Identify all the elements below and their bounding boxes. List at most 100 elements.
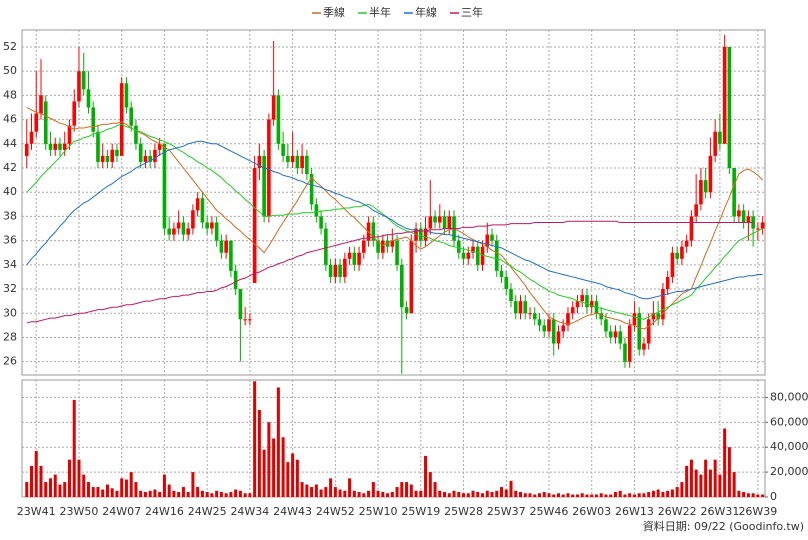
candle-body	[428, 216, 433, 229]
volume-bar	[262, 449, 266, 497]
volume-bar	[39, 465, 43, 497]
volume-bar	[248, 493, 252, 497]
volume-bar	[756, 494, 760, 497]
candle-body	[186, 228, 190, 235]
x-tick-label: 24W07	[102, 505, 141, 518]
volume-bar	[205, 492, 209, 497]
volume-bar	[371, 482, 375, 497]
candle-body	[708, 155, 713, 193]
volume-bar	[599, 493, 603, 497]
x-tick-label: 25W37	[487, 505, 526, 518]
candle-body	[756, 228, 760, 230]
candle-body	[456, 240, 461, 253]
candle-body	[295, 155, 300, 168]
legend-label: 三年	[461, 5, 483, 19]
volume-bar	[181, 487, 185, 497]
volume-bar	[556, 493, 560, 497]
candle-body	[547, 319, 551, 332]
candle-body	[195, 198, 200, 211]
volume-bar	[148, 490, 152, 497]
candle-body	[475, 246, 480, 265]
candle-body	[214, 222, 219, 241]
volume-bar	[143, 492, 147, 497]
volume-bar	[604, 494, 608, 497]
volume-bar	[514, 490, 518, 497]
x-tick-label: 23W50	[60, 505, 99, 518]
candle-body	[732, 168, 736, 217]
candle-body	[58, 143, 62, 150]
volume-bar	[447, 493, 451, 497]
candle-body	[148, 155, 152, 162]
volume-bar	[481, 493, 485, 497]
candle-body	[741, 210, 746, 223]
candle-body	[124, 83, 129, 108]
x-tick-label: 25W28	[444, 505, 483, 518]
candle-body	[727, 46, 732, 168]
volume-bar	[414, 490, 418, 497]
volume-bar	[191, 472, 195, 497]
x-tick-label: 24W34	[230, 505, 269, 518]
volume-bar	[105, 484, 109, 497]
candle-body	[290, 155, 295, 162]
volume-bar	[651, 490, 655, 497]
volume-bar	[110, 488, 114, 497]
volume-bar	[381, 492, 385, 497]
volume-bar	[452, 490, 456, 497]
y2-tick-label: 80,000	[770, 390, 808, 403]
volume-bar	[628, 493, 632, 497]
candle-body	[613, 331, 618, 338]
volume-bar	[343, 490, 347, 497]
volume-bar	[291, 453, 295, 497]
candle-body	[357, 252, 361, 265]
volume-bar	[153, 489, 157, 497]
candle-body	[34, 113, 39, 132]
volume-bar	[77, 459, 81, 497]
volume-bar	[91, 487, 95, 497]
volume-bar	[571, 494, 575, 497]
volume-bar	[172, 490, 176, 497]
x-tick-label: 26W13	[615, 505, 654, 518]
volume-bar	[305, 484, 309, 497]
volume-bar	[609, 494, 613, 497]
volume-bar	[129, 472, 133, 497]
candle-body	[352, 252, 357, 265]
candle-body	[556, 331, 561, 344]
candle-body	[376, 240, 380, 253]
candle-body	[589, 301, 594, 308]
volume-bar	[419, 490, 423, 497]
candle-body	[181, 222, 186, 235]
candle-body	[305, 155, 309, 175]
volume-bar	[300, 482, 304, 497]
volume-bar	[234, 489, 238, 497]
y-tick-label: 40	[3, 185, 17, 198]
candle-body	[551, 319, 556, 344]
candle-body	[347, 252, 352, 259]
candle-body	[86, 89, 91, 108]
candle-body	[400, 264, 404, 308]
candle-body	[119, 83, 124, 156]
candle-body	[737, 210, 741, 217]
volume-bar	[704, 459, 708, 497]
volume-bar	[210, 493, 214, 497]
volume-bar	[409, 484, 413, 497]
candle-body	[134, 125, 138, 144]
volume-bar	[362, 493, 366, 497]
candle-body	[751, 216, 755, 229]
x-tick-label: 26W03	[572, 505, 611, 518]
x-tick-label: 25W19	[401, 505, 440, 518]
candle-body	[528, 313, 532, 315]
volume-bar	[761, 494, 765, 497]
candle-body	[694, 204, 698, 217]
candle-body	[760, 222, 765, 229]
volume-bar	[746, 493, 750, 497]
candle-body	[447, 216, 452, 229]
candle-body	[153, 149, 157, 162]
candle-body	[585, 295, 589, 308]
candle-body	[646, 319, 651, 344]
volume-bar	[518, 492, 522, 497]
volume-bar	[675, 487, 679, 497]
volume-bar	[708, 469, 712, 497]
candle-body	[229, 240, 233, 271]
volume-bar	[727, 447, 731, 497]
